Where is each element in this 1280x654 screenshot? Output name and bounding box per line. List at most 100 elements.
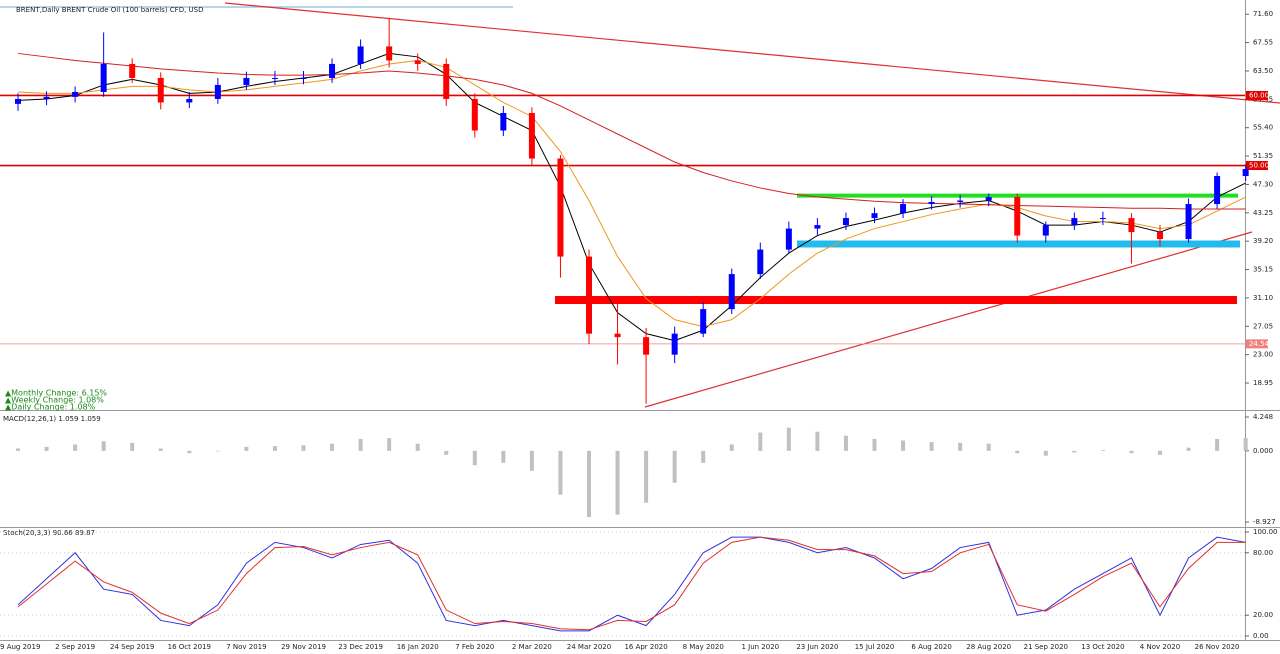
- panel-title: Stoch(20,3,3) 90.66 89.87: [3, 529, 95, 537]
- y-tick-label: 20.00: [1253, 611, 1273, 619]
- x-tick-label: 2 Mar 2020: [512, 643, 552, 651]
- bar: [130, 442, 135, 451]
- bar: [786, 427, 791, 451]
- bar: [872, 438, 877, 451]
- candle-body: [243, 77, 250, 85]
- moving-average: [17, 52, 1246, 342]
- chart-title: BRENT,Daily BRENT Crude Oil (100 barrels…: [16, 6, 204, 14]
- line: [17, 536, 1246, 631]
- y-tick-label: 0.000: [1253, 447, 1273, 455]
- y-tick-label: 0.00: [1253, 632, 1269, 640]
- annotation: ▲Weekly Change: 1.08%: [5, 396, 104, 405]
- y-tick-label: 67.55: [1253, 39, 1273, 47]
- candle-body: [928, 201, 935, 205]
- bar: [387, 438, 392, 451]
- bar: [1186, 447, 1191, 451]
- level-label: 50.00: [1249, 162, 1269, 170]
- candle-body: [72, 91, 79, 97]
- candle-body: [814, 225, 821, 229]
- candle-body: [500, 112, 507, 131]
- bar: [901, 440, 906, 451]
- candle-body: [557, 158, 564, 257]
- bar: [44, 446, 49, 451]
- x-tick-label: 24 Mar 2020: [567, 643, 611, 651]
- x-tick-label: 29 Nov 2019: [281, 643, 326, 651]
- bar: [729, 444, 734, 451]
- bar: [929, 442, 934, 451]
- candle-body: [900, 204, 907, 214]
- candle-body: [1185, 204, 1192, 240]
- bar: [1072, 450, 1077, 453]
- candle-body: [1242, 169, 1249, 177]
- candle-body: [957, 200, 964, 202]
- y-tick-label: 27.05: [1253, 322, 1273, 330]
- candle-body: [157, 77, 164, 103]
- bar: [1158, 450, 1162, 455]
- y-tick-label: 31.10: [1253, 294, 1273, 302]
- bar: [1243, 438, 1248, 451]
- level-label: 60.00: [1249, 91, 1269, 99]
- candle-body: [586, 256, 592, 334]
- candle-body: [643, 337, 650, 355]
- candle-body: [1014, 197, 1021, 236]
- y-tick-label: 4.248: [1253, 413, 1273, 421]
- y-tick-label: 51.35: [1253, 152, 1273, 160]
- annotation: ▲Monthly Change: 6.15%: [5, 389, 107, 398]
- candle-body: [528, 112, 535, 159]
- bar: [1129, 450, 1134, 454]
- candle-body: [471, 98, 478, 131]
- bar: [73, 444, 78, 451]
- bar: [1215, 438, 1220, 451]
- bar: [986, 443, 991, 451]
- candle-body: [1071, 218, 1078, 226]
- y-tick-label: -8.927: [1253, 518, 1276, 526]
- y-tick-label: 18.95: [1253, 379, 1273, 387]
- level-label: 24.54: [1249, 340, 1270, 348]
- y-tick-label: 71.60: [1253, 10, 1273, 18]
- bar: [301, 445, 306, 451]
- candle-body: [386, 46, 393, 61]
- bar: [16, 448, 20, 451]
- candle-body: [129, 63, 136, 78]
- bar: [843, 435, 848, 451]
- bar: [758, 432, 763, 451]
- y-tick-label: 55.40: [1253, 124, 1273, 132]
- level-label-box: [1246, 161, 1268, 171]
- trend-line: [644, 231, 1253, 408]
- candle-body: [443, 63, 450, 99]
- candle-body: [329, 63, 336, 78]
- bar: [672, 450, 677, 483]
- y-tick-label: 47.30: [1253, 180, 1273, 188]
- x-tick-label: 1 Jun 2020: [741, 643, 779, 651]
- candle-body: [1042, 225, 1049, 236]
- bar: [158, 448, 163, 451]
- bar: [644, 450, 649, 503]
- x-tick-label: 28 Aug 2020: [966, 643, 1011, 651]
- candle-body: [1214, 176, 1221, 205]
- x-tick-label: 26 Nov 2020: [1195, 643, 1240, 651]
- bar: [1043, 450, 1048, 456]
- y-tick-label: 63.50: [1253, 67, 1273, 75]
- x-tick-label: 21 Sep 2020: [1024, 643, 1068, 651]
- candle-body: [186, 98, 193, 103]
- level-label-box: [1246, 90, 1268, 100]
- candle-body: [700, 309, 707, 334]
- moving-average: [17, 52, 1246, 210]
- x-tick-label: 4 Nov 2020: [1140, 643, 1180, 651]
- x-tick-label: 13 Oct 2020: [1081, 643, 1124, 651]
- trend-line: [224, 2, 1280, 104]
- bar: [415, 443, 420, 451]
- candle-body: [300, 77, 307, 79]
- x-tick-label: 8 May 2020: [683, 643, 724, 651]
- candle-body: [100, 63, 107, 92]
- candle-body: [15, 98, 21, 104]
- candle-body: [871, 213, 878, 219]
- bar: [1100, 450, 1105, 451]
- bar: [330, 443, 335, 451]
- bar: [1015, 450, 1020, 454]
- bar: [529, 450, 534, 471]
- x-tick-label: 24 Sep 2019: [110, 643, 154, 651]
- annotation: ▲Daily Change: 1.08%: [5, 403, 96, 412]
